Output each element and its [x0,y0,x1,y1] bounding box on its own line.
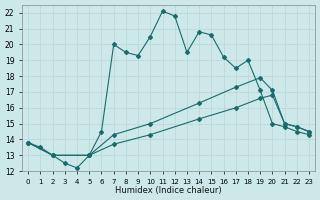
X-axis label: Humidex (Indice chaleur): Humidex (Indice chaleur) [115,186,222,195]
